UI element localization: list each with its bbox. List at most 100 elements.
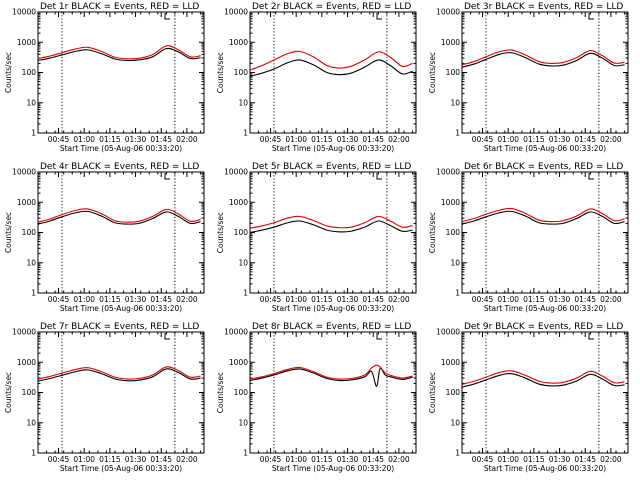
y-axis-label: Counts/sec — [216, 372, 225, 413]
y-tick-label: 1 — [243, 289, 248, 298]
y-tick-label: 10000 — [12, 328, 36, 337]
x-tick-label: 01:00 — [73, 455, 95, 464]
x-tick-label: 01:15 — [311, 135, 333, 144]
x-tick-label: 01:30 — [549, 135, 571, 144]
y-tick-label: 10 — [238, 98, 248, 107]
x-tick-label: 00:45 — [260, 135, 282, 144]
y-tick-label: 1000 — [441, 38, 460, 47]
y-tick-label: 100 — [446, 228, 461, 237]
x-tick-label: 01:00 — [497, 455, 519, 464]
range-bracket-icon — [164, 173, 170, 180]
x-axis-label: Start Time (05-Aug-06 00:33:20) — [60, 144, 182, 153]
y-tick-label: 1 — [455, 129, 460, 138]
x-tick-label: 01:00 — [497, 295, 519, 304]
x-tick-label: 01:45 — [150, 295, 172, 304]
range-bracket-icon — [376, 173, 382, 180]
x-tick-label: 02:00 — [388, 295, 410, 304]
y-tick-label: 1000 — [229, 198, 248, 207]
x-tick-label: 01:45 — [362, 455, 384, 464]
x-tick-label: 00:45 — [48, 295, 70, 304]
events-series-line — [37, 210, 201, 225]
events-series-line — [461, 372, 625, 388]
y-tick-label: 1 — [31, 129, 36, 138]
lld-series-line — [249, 215, 413, 229]
y-axis-label: Counts/sec — [428, 372, 437, 413]
x-tick-label: 02:00 — [388, 455, 410, 464]
x-tick-label: 01:45 — [574, 455, 596, 464]
y-axis-label: Counts/sec — [428, 212, 437, 253]
x-tick-label: 01:45 — [574, 295, 596, 304]
x-tick-label: 01:45 — [362, 295, 384, 304]
y-axis-label: Counts/sec — [4, 212, 13, 253]
y-tick-label: 100 — [234, 228, 249, 237]
y-tick-label: 10 — [450, 258, 460, 267]
plot-frame — [461, 331, 629, 454]
y-tick-label: 100 — [22, 68, 37, 77]
y-axis-label: Counts/sec — [4, 52, 13, 93]
x-tick-label: 01:30 — [125, 295, 147, 304]
x-tick-label: 01:15 — [523, 295, 545, 304]
chart-title: Det 8r BLACK = Events, RED = LLD — [252, 322, 411, 332]
y-tick-label: 1 — [455, 449, 460, 458]
lld-series-line — [461, 49, 625, 66]
x-tick-label: 00:45 — [260, 455, 282, 464]
x-tick-label: 01:30 — [125, 455, 147, 464]
y-tick-label: 10000 — [12, 8, 36, 17]
lld-series-line — [37, 366, 201, 380]
range-bracket-icon — [164, 13, 170, 20]
x-tick-label: 01:30 — [337, 455, 359, 464]
y-tick-label: 1000 — [229, 38, 248, 47]
y-tick-label: 100 — [234, 388, 249, 397]
y-tick-label: 10000 — [224, 328, 248, 337]
chart-title: Det 9r BLACK = Events, RED = LLD — [464, 322, 623, 332]
x-tick-label: 01:15 — [99, 135, 121, 144]
events-series-line — [249, 367, 413, 387]
y-tick-label: 1000 — [229, 358, 248, 367]
x-axis-label: Start Time (05-Aug-06 00:33:20) — [484, 464, 606, 473]
chart-title: Det 3r BLACK = Events, RED = LLD — [464, 2, 623, 12]
y-tick-label: 10000 — [224, 168, 248, 177]
y-tick-label: 100 — [22, 228, 37, 237]
chart-panel-p9: Det 9r BLACK = Events, RED = LLD 1 10 100 10… — [428, 322, 629, 473]
x-tick-label: 01:00 — [73, 295, 95, 304]
x-tick-label: 01:15 — [523, 455, 545, 464]
y-tick-label: 1 — [31, 289, 36, 298]
x-axis-label: Start Time (05-Aug-06 00:33:20) — [484, 304, 606, 313]
y-tick-label: 1000 — [441, 198, 460, 207]
y-tick-label: 100 — [446, 68, 461, 77]
y-tick-label: 10 — [450, 98, 460, 107]
plot-frame — [461, 171, 629, 294]
x-tick-label: 01:00 — [497, 135, 519, 144]
chart-panel-p5: Det 5r BLACK = Events, RED = LLD 1 10 100 10… — [216, 162, 417, 313]
y-tick-label: 1000 — [17, 38, 36, 47]
x-axis-label: Start Time (05-Aug-06 00:33:20) — [272, 144, 394, 153]
range-bracket-icon — [376, 333, 382, 340]
y-tick-label: 10 — [26, 418, 36, 427]
x-tick-label: 02:00 — [176, 455, 198, 464]
chart-panel-p7: Det 7r BLACK = Events, RED = LLD 1 10 100 10… — [4, 322, 205, 473]
x-tick-label: 01:00 — [285, 135, 307, 144]
x-axis-label: Start Time (05-Aug-06 00:33:20) — [272, 304, 394, 313]
x-tick-label: 01:30 — [549, 455, 571, 464]
y-tick-label: 1000 — [17, 198, 36, 207]
x-tick-label: 01:45 — [574, 135, 596, 144]
x-tick-label: 01:00 — [285, 295, 307, 304]
x-tick-label: 00:45 — [472, 295, 494, 304]
plot-frame — [37, 331, 205, 454]
y-tick-label: 10000 — [436, 8, 460, 17]
y-tick-label: 10000 — [12, 168, 36, 177]
x-tick-label: 01:45 — [362, 135, 384, 144]
chart-title: Det 4r BLACK = Events, RED = LLD — [40, 162, 199, 172]
x-tick-label: 01:15 — [523, 135, 545, 144]
chart-panel-p4: Det 4r BLACK = Events, RED = LLD 1 10 100 10… — [4, 162, 205, 313]
x-tick-label: 01:30 — [337, 295, 359, 304]
chart-title: Det 2r BLACK = Events, RED = LLD — [252, 2, 411, 12]
range-bracket-icon — [376, 13, 382, 20]
lld-series-line — [461, 370, 625, 385]
x-tick-label: 02:00 — [600, 135, 622, 144]
y-tick-label: 10 — [450, 418, 460, 427]
x-tick-label: 02:00 — [600, 295, 622, 304]
x-tick-label: 01:30 — [337, 135, 359, 144]
chart-title: Det 5r BLACK = Events, RED = LLD — [252, 162, 411, 172]
